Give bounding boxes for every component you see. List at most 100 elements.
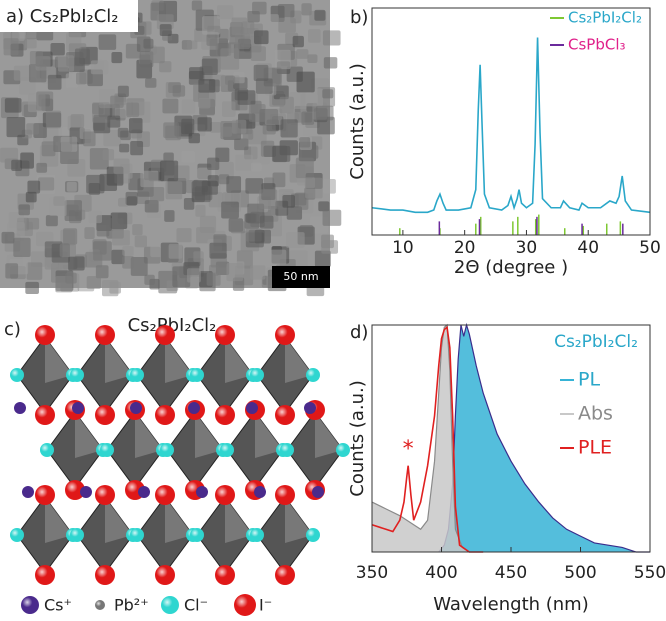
nanocube: [314, 250, 331, 268]
nanocube: [253, 64, 269, 81]
nanocube: [86, 174, 105, 194]
nanocube: [176, 228, 192, 243]
atom-shine: [161, 596, 179, 614]
nanocube: [305, 177, 323, 199]
legend-text: PL: [578, 369, 600, 391]
nanocube: [26, 262, 43, 280]
atom-shine: [250, 528, 264, 542]
nanocube: [307, 54, 318, 63]
octahedron-face: [45, 497, 73, 543]
x-tick-label: 20: [454, 238, 476, 258]
nanocube: [273, 85, 289, 100]
atom-shine: [35, 405, 55, 425]
nanocube: [301, 3, 312, 16]
nanocube: [113, 158, 130, 174]
atom-shine: [215, 485, 235, 505]
octahedron-face: [135, 412, 163, 458]
nanocube: [318, 201, 330, 212]
area-fill: [372, 325, 470, 552]
nanocube: [191, 0, 203, 11]
legend-text: Cs⁺: [44, 596, 72, 615]
nanocube: [271, 146, 291, 162]
x-tick-label: 450: [495, 563, 527, 583]
atom: [254, 486, 266, 498]
atom-shine: [280, 443, 294, 457]
nanocube: [20, 152, 34, 169]
area-fill: [438, 325, 650, 552]
nanocube: [76, 72, 87, 85]
atom-shine: [275, 405, 295, 425]
octahedron-face: [165, 497, 193, 543]
atom-shine: [95, 325, 115, 345]
nanocube: [132, 224, 143, 236]
nanocube: [250, 265, 266, 280]
nanocube: [85, 251, 103, 268]
nanocube: [206, 272, 221, 286]
atom-shine: [275, 565, 295, 585]
x-tick-label: 500: [564, 563, 596, 583]
nanocube: [235, 33, 251, 49]
nanocube: [60, 136, 78, 152]
legend-text: CsPbCl₃: [568, 36, 626, 54]
atom-shine: [220, 443, 234, 457]
atom: [188, 402, 200, 414]
nanocube: [125, 191, 138, 206]
nanocube: [64, 200, 82, 221]
atom-shine: [21, 596, 39, 614]
nanocube: [66, 181, 77, 192]
panel-label: d): [350, 322, 368, 343]
nanocube: [165, 125, 181, 141]
nanocube: [278, 17, 296, 33]
nanocube: [159, 24, 172, 36]
nanocube: [202, 16, 221, 35]
atom-shine: [215, 325, 235, 345]
nanocube: [59, 243, 76, 258]
octahedron-face: [165, 337, 193, 383]
nanocube: [3, 38, 19, 56]
nanocube: [84, 227, 95, 240]
plot-frame: [371, 7, 651, 236]
atom-shine: [10, 528, 24, 542]
nanocube: [130, 141, 144, 156]
y-axis-label: Counts (a.u.): [347, 380, 368, 496]
nanocube: [149, 186, 165, 202]
nanocube: [198, 78, 216, 93]
octahedron-face: [255, 412, 283, 458]
nanocube: [255, 78, 273, 94]
nanocube: [305, 88, 324, 107]
nanocube: [245, 178, 264, 194]
nanocube: [11, 159, 23, 171]
nanocube: [230, 221, 246, 234]
atom-shine: [190, 528, 204, 542]
chart-title: Cs₂PbI₂Cl₂: [554, 332, 638, 352]
legend-text: Cl⁻: [184, 596, 208, 615]
atom-shine: [234, 594, 256, 616]
nanocube: [197, 117, 212, 132]
nanocube: [57, 55, 75, 72]
nanocube: [143, 38, 154, 49]
nanocube: [172, 266, 191, 288]
nanocube: [102, 280, 119, 297]
nanocube: [321, 240, 339, 254]
nanocube: [207, 175, 219, 187]
nanocube: [247, 203, 265, 224]
nanocube: [165, 3, 177, 16]
atom-shine: [100, 443, 114, 457]
atom-shine: [10, 368, 24, 382]
nanocube: [95, 265, 109, 279]
nanocube: [248, 104, 266, 122]
nanocube: [125, 43, 141, 59]
x-axis-label: 2Θ (degree ): [454, 257, 568, 278]
nanocube: [231, 119, 247, 134]
nanocube: [188, 133, 200, 144]
nanocube: [186, 40, 198, 50]
nanocube: [237, 90, 256, 105]
nanocube: [117, 85, 129, 98]
nanocube: [140, 170, 159, 188]
nanocube: [88, 210, 103, 224]
atom-shine: [35, 485, 55, 505]
nanocube: [45, 110, 62, 129]
octahedron-face: [225, 337, 253, 383]
nanocube: [248, 123, 267, 145]
atom-shine: [130, 368, 144, 382]
